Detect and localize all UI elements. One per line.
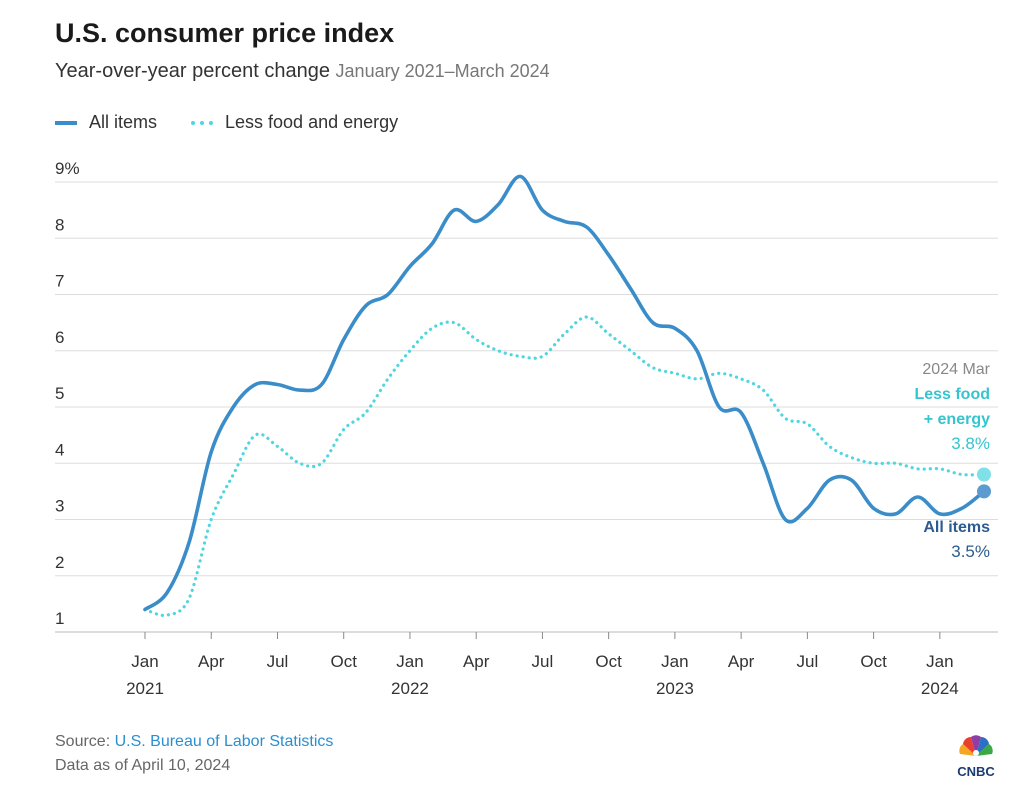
series-line-all-items xyxy=(143,174,986,612)
legend: All items Less food and energy xyxy=(55,112,432,133)
x-tick-label-month: Jul xyxy=(532,652,554,671)
annotation-core-label-1: Less food xyxy=(914,386,990,403)
x-tick-label-year: 2021 xyxy=(126,679,164,698)
x-tick-label-month: Jan xyxy=(131,652,158,671)
x-tick-label-month: Apr xyxy=(728,652,755,671)
legend-item-core: Less food and energy xyxy=(191,112,398,133)
x-tick-label-month: Jan xyxy=(661,652,688,671)
subtitle-date-range: January 2021–March 2024 xyxy=(335,61,550,81)
source-prefix: Source: xyxy=(55,733,115,750)
y-tick-label: 6 xyxy=(55,328,64,347)
annotation-all-label: All items xyxy=(923,519,990,536)
x-tick-label-month: Oct xyxy=(595,652,622,671)
y-tick-label: 8 xyxy=(55,215,64,234)
source-line: Source: U.S. Bureau of Labor Statistics xyxy=(55,730,333,754)
subtitle-text: Year-over-year percent change xyxy=(55,60,330,82)
annotation-date: 2024 Mar xyxy=(922,361,990,378)
peacock-icon xyxy=(959,735,993,756)
x-tick-label-month: Apr xyxy=(463,652,490,671)
x-tick-label-month: Jul xyxy=(267,652,289,671)
y-tick-label: 1 xyxy=(55,609,64,628)
x-tick-label-month: Apr xyxy=(198,652,225,671)
legend-label-all-items: All items xyxy=(89,112,158,132)
y-axis-ticks: 1 2 3 4 5 6 7 8 9% xyxy=(55,159,80,628)
annotation-core-value: 3.8% xyxy=(951,434,990,453)
x-tick-label-month: Jan xyxy=(396,652,423,671)
annotation-core-label-2: + energy xyxy=(924,411,990,428)
x-tick-label-month: Oct xyxy=(330,652,357,671)
annotation-all-value: 3.5% xyxy=(951,542,990,561)
legend-swatch-solid xyxy=(55,120,77,125)
y-tick-label: 2 xyxy=(55,553,64,572)
x-tick-label-month: Jul xyxy=(797,652,819,671)
end-point-core xyxy=(977,467,991,482)
series-line-core xyxy=(143,315,986,618)
y-tick-label: 4 xyxy=(55,440,64,459)
y-tick-label: 9% xyxy=(55,159,80,178)
source-link[interactable]: U.S. Bureau of Labor Statistics xyxy=(114,733,334,750)
x-tick-label-month: Oct xyxy=(860,652,887,671)
cnbc-logo-text: CNBC xyxy=(957,764,995,778)
gridlines xyxy=(55,181,998,633)
x-tick-label-year: 2023 xyxy=(656,679,694,698)
y-tick-label: 7 xyxy=(55,272,64,291)
footer: Source: U.S. Bureau of Labor Statistics … xyxy=(55,730,333,778)
cnbc-logo: CNBC xyxy=(957,735,995,778)
legend-item-all-items: All items xyxy=(55,112,157,133)
chart-subtitle: Year-over-year percent change January 20… xyxy=(55,60,550,83)
end-point-all-items xyxy=(977,484,991,499)
x-axis-ticks: Jan 2021 Apr Jul Oct Jan 2022 Apr Jul Oct Jan 2023 A… xyxy=(126,632,959,698)
legend-label-core: Less food and energy xyxy=(225,112,399,132)
x-tick-label-year: 2024 xyxy=(921,679,959,698)
end-annotations: 2024 Mar Less food + energy 3.8% All ite… xyxy=(914,361,990,561)
series-lines xyxy=(143,174,986,618)
legend-swatch-dotted xyxy=(191,120,214,125)
x-tick-label-month: Jan xyxy=(926,652,953,671)
x-tick-label-year: 2022 xyxy=(391,679,429,698)
y-tick-label: 5 xyxy=(55,384,64,403)
end-points xyxy=(977,467,991,499)
chart-title: U.S. consumer price index xyxy=(55,18,395,48)
data-as-of: Data as of April 10, 2024 xyxy=(55,757,231,774)
y-tick-label: 3 xyxy=(55,497,64,516)
